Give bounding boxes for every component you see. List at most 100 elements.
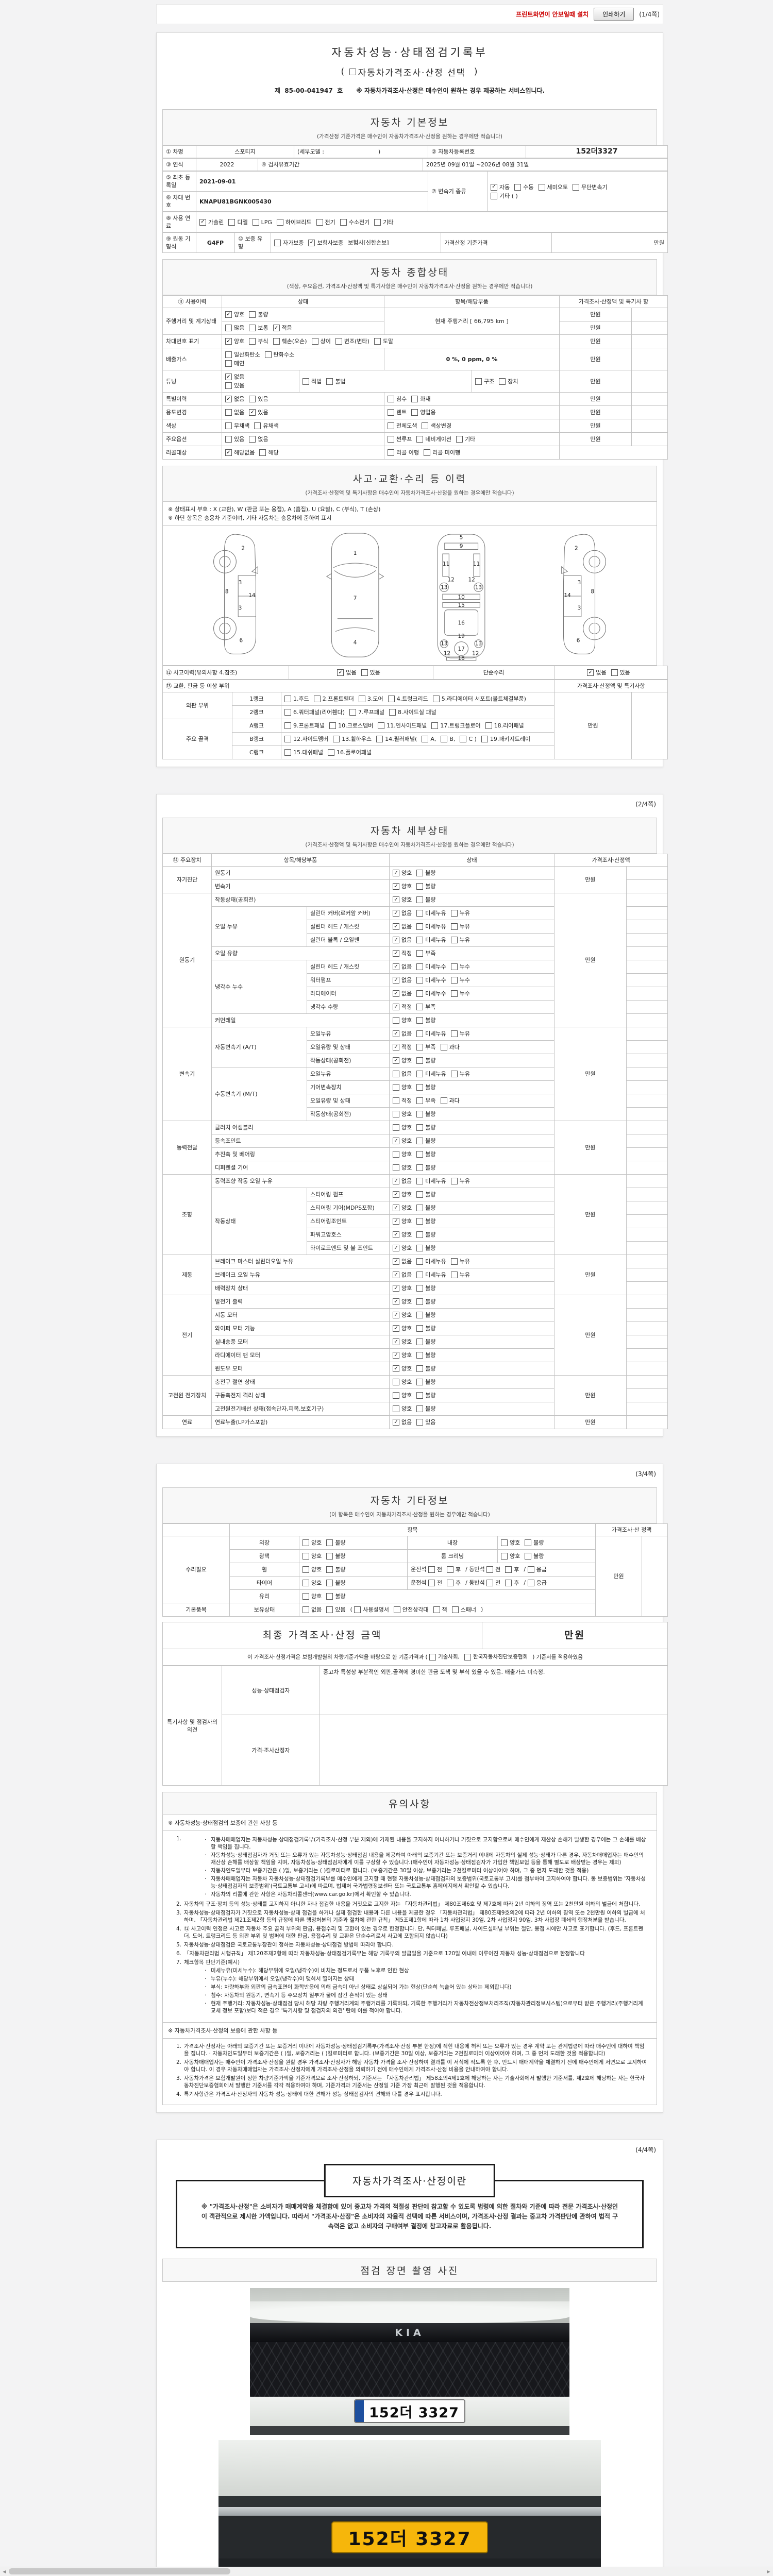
checkbox-option: 없음 bbox=[303, 1606, 322, 1614]
cell: 주요옵션 bbox=[162, 432, 222, 446]
checkbox-option: 양호 bbox=[393, 1405, 412, 1413]
checkbox-option: 누유 bbox=[450, 1070, 470, 1078]
cell: 스티어링조인트 bbox=[307, 1214, 390, 1228]
checkbox bbox=[416, 1325, 424, 1332]
cell: 만원 bbox=[559, 392, 632, 406]
cell: 외장 bbox=[229, 1536, 299, 1550]
checkbox-option: 양호 bbox=[393, 1392, 412, 1399]
cell: 실린더 커버(로커암 커버) bbox=[307, 906, 390, 920]
checkbox-label: 불량 bbox=[425, 1164, 436, 1171]
checkbox-option: 리콜 이행 bbox=[388, 449, 419, 456]
checkbox bbox=[450, 1071, 458, 1077]
checkbox: ✓ bbox=[393, 1057, 399, 1064]
print-button[interactable]: 인쇄하기 bbox=[594, 8, 634, 21]
cell bbox=[626, 1067, 668, 1081]
table-row: 배력장치 상태 ✓ 양호 불량 bbox=[163, 1281, 668, 1295]
section-title: 점검 장면 촬영 사진 bbox=[360, 2265, 459, 2277]
checkbox bbox=[252, 218, 259, 226]
checkbox bbox=[388, 409, 394, 416]
checkbox-label: 적정 bbox=[401, 1097, 412, 1104]
checkbox bbox=[416, 1191, 424, 1198]
checkbox bbox=[441, 736, 448, 742]
basic-info-table-4: ⑧ 사용 연료 ✓ 가솔린 디젤 LPG 하이브리드 전기 수소전기 기타 bbox=[162, 212, 668, 232]
cell: 내장 bbox=[407, 1536, 498, 1550]
checkbox: ✓ bbox=[393, 1218, 399, 1225]
checkbox-label: 없음 bbox=[596, 669, 607, 676]
table-row: 색상 무채색 유채색 전체도색 색상변경 만원 bbox=[162, 419, 668, 433]
cell bbox=[626, 1027, 668, 1041]
table-row: 실린더 블록 / 오일팬 ✓ 없음 미세누유 누유 bbox=[163, 933, 668, 947]
horizontal-scrollbar[interactable]: ◀ ▶ bbox=[0, 2567, 773, 2576]
checkbox-option: 누유 bbox=[450, 923, 470, 930]
cell: ✓ 없음 미세누수 누수 bbox=[389, 973, 554, 987]
table-row: 스티어링 기어(MDPS포함) ✓ 양호 불량 bbox=[163, 1201, 668, 1215]
table-row: 등속조인트 ✓ 양호 불량 bbox=[163, 1134, 668, 1148]
checkbox bbox=[228, 218, 236, 226]
cell: 만원 bbox=[554, 1375, 627, 1416]
checkbox bbox=[273, 338, 280, 345]
notice-sub-item: · 현재 주행거리: 자동차성능·상태점검 당시 해당 차량 주행거리계의 주행거… bbox=[205, 2000, 649, 2014]
sheet-2: (2/4쪽) 자동차 세부상태 (가격조사·산정액 및 특기사항은 매수인이 자… bbox=[156, 794, 668, 1437]
checkbox-option: 불량 bbox=[525, 1539, 544, 1547]
scrollbar-thumb[interactable] bbox=[9, 2568, 230, 2574]
cell: 특별이력 bbox=[162, 392, 222, 406]
checkbox bbox=[486, 1566, 494, 1573]
cell: 등속조인트 bbox=[211, 1134, 390, 1148]
notice-text: 자동차가격은 보험개발원이 정한 차량기준가액을 기준가격으로 조사·산정하되,… bbox=[184, 2075, 645, 2089]
panel-number: 18 bbox=[458, 655, 464, 662]
checkbox bbox=[505, 1566, 512, 1573]
cell: ✓ 양호 불량 bbox=[389, 1295, 554, 1309]
section-title: 자동차 세부상태 bbox=[370, 825, 449, 837]
cell bbox=[626, 1335, 668, 1349]
checkbox-label: 없음 bbox=[401, 977, 412, 984]
checkbox bbox=[254, 422, 261, 429]
section-basic-info: 자동차 기본정보 (가격산정 기준가격은 매수인이 자동차가격조사·산정을 원하… bbox=[162, 109, 657, 145]
plate-number-front: 152더 3327 bbox=[369, 2404, 459, 2421]
table-row: 기어변속장치 양호 불량 bbox=[163, 1080, 668, 1094]
checkbox-option: 불량 bbox=[416, 883, 436, 890]
checkbox-option: ✓ 없음 bbox=[393, 1258, 412, 1265]
cell: 워터펌프 bbox=[307, 973, 390, 987]
caution-subtitle-1: ※ 자동차성능·상태점검의 보증에 관한 사항 등 bbox=[163, 1815, 657, 1831]
checkbox-option: 무단변속기 bbox=[572, 183, 608, 191]
checkbox bbox=[416, 1030, 424, 1037]
checkbox-option: 없음 bbox=[249, 435, 268, 443]
scroll-right-arrow[interactable]: ▶ bbox=[764, 2567, 773, 2575]
checkbox bbox=[249, 396, 256, 402]
checkbox-label: 없음 bbox=[401, 1272, 412, 1278]
checkbox-option: 매연 bbox=[225, 360, 244, 367]
panel-number: 3 bbox=[578, 605, 581, 612]
cell bbox=[626, 1321, 668, 1335]
scroll-left-arrow[interactable]: ◀ bbox=[0, 2567, 9, 2575]
car-rear-window bbox=[219, 2496, 601, 2507]
checkbox bbox=[450, 1258, 458, 1265]
checkbox bbox=[611, 669, 618, 676]
table-row: ⑤ 최초 등록일 2021-09-01 ⑦ 변속기 종류 ✓ 자동 수동 세미오토 무단변속기… bbox=[162, 171, 668, 212]
checkbox-option: 불량 bbox=[326, 1592, 346, 1600]
checkbox-label: 미세누수 bbox=[425, 963, 446, 970]
checkbox bbox=[284, 736, 291, 742]
cell: 없음 있음 ( 사용설명서 안전삼각대 잭 스패너) bbox=[299, 1603, 596, 1617]
checkbox-label: 일산화탄소 bbox=[234, 351, 260, 358]
checkbox-option: 한국자동차진단보증협회 bbox=[464, 1653, 528, 1661]
checkbox: ✓ bbox=[225, 396, 232, 402]
cell: 만원 bbox=[554, 1255, 627, 1295]
checkbox: ✓ bbox=[393, 1044, 399, 1050]
checkbox-option: ✓ 양호 bbox=[393, 1231, 412, 1239]
checkbox bbox=[416, 1312, 424, 1318]
cell bbox=[626, 1174, 668, 1188]
checkbox-option: ✓ 없음 bbox=[225, 395, 244, 403]
bullet: · bbox=[205, 1968, 207, 1974]
cell: ✓ 없음 미세누수 누수 bbox=[389, 960, 554, 974]
cell: ⑥ 차대 번호 bbox=[162, 191, 196, 212]
checkbox-option: 불량 bbox=[416, 1191, 436, 1198]
checkbox bbox=[313, 696, 321, 702]
cell: 발전기 출력 bbox=[211, 1295, 390, 1309]
cell: 2022 bbox=[196, 158, 258, 171]
checkbox bbox=[264, 351, 272, 358]
final-price-table-mount: 최종 가격조사·산정 금액 만원 이 가격조사·산정가격은 보험개발원의 차량기준가… bbox=[162, 1622, 668, 1666]
checkbox-label: 양호 bbox=[401, 1151, 412, 1158]
checkbox-option: ✓ 양호 bbox=[393, 1338, 412, 1346]
checkbox bbox=[451, 1606, 459, 1613]
